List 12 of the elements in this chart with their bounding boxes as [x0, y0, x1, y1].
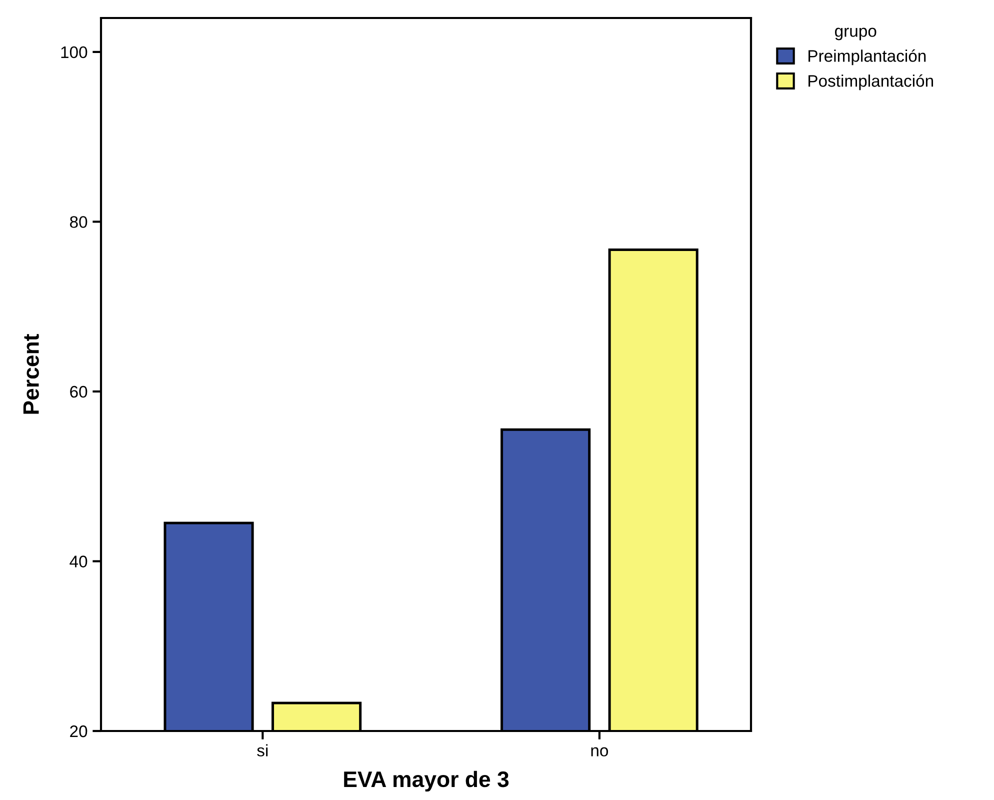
- x-tick-label: si: [257, 744, 268, 756]
- y-tick-label: 20: [70, 725, 88, 738]
- y-axis-title: Percent: [23, 334, 39, 414]
- x-tick-label: no: [591, 747, 608, 756]
- y-tick-label: 100: [61, 46, 88, 58]
- y-tick-label: 60: [70, 386, 88, 398]
- x-axis-title: EVA mayor de 3: [344, 770, 509, 792]
- y-tick-label: 40: [70, 556, 88, 568]
- legend-label: Preimplantación: [808, 49, 926, 66]
- legend-label: Postimplantación: [808, 74, 934, 90]
- legend-title: grupo: [835, 28, 876, 40]
- y-tick-label: 80: [70, 216, 88, 228]
